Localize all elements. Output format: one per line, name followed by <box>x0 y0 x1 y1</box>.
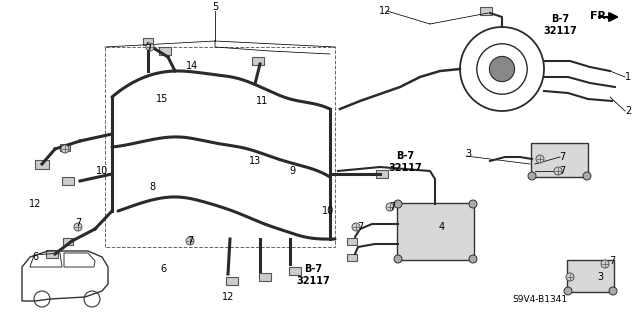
FancyBboxPatch shape <box>252 57 264 65</box>
FancyBboxPatch shape <box>289 267 301 275</box>
Text: 14: 14 <box>186 61 198 71</box>
Circle shape <box>554 167 562 175</box>
FancyBboxPatch shape <box>376 170 388 178</box>
Text: 9: 9 <box>289 166 295 176</box>
Text: 12: 12 <box>379 6 391 16</box>
FancyBboxPatch shape <box>480 7 492 15</box>
Circle shape <box>528 172 536 180</box>
Circle shape <box>61 145 69 153</box>
Text: B-7
32117: B-7 32117 <box>543 14 577 36</box>
Circle shape <box>352 223 360 231</box>
Text: 12: 12 <box>222 292 234 302</box>
FancyBboxPatch shape <box>531 143 588 177</box>
Circle shape <box>583 172 591 180</box>
Circle shape <box>186 237 194 245</box>
Text: 7: 7 <box>559 152 565 162</box>
Circle shape <box>394 200 402 208</box>
Text: S9V4-B1341: S9V4-B1341 <box>513 295 568 304</box>
Text: 10: 10 <box>96 166 108 176</box>
Circle shape <box>564 287 572 295</box>
Text: B-7
32117: B-7 32117 <box>296 264 330 286</box>
Text: 3: 3 <box>465 149 471 159</box>
Text: 15: 15 <box>156 94 168 104</box>
FancyBboxPatch shape <box>62 177 74 185</box>
Text: 5: 5 <box>212 2 218 12</box>
Circle shape <box>536 155 544 163</box>
Text: 12: 12 <box>29 199 41 209</box>
Text: 7: 7 <box>609 256 615 266</box>
Circle shape <box>394 255 402 263</box>
FancyBboxPatch shape <box>143 38 153 44</box>
Text: 10: 10 <box>322 206 334 216</box>
Text: 7: 7 <box>389 202 395 212</box>
Circle shape <box>469 255 477 263</box>
Text: 1: 1 <box>625 72 631 82</box>
Text: 7: 7 <box>145 44 151 54</box>
Text: 2: 2 <box>625 106 631 116</box>
Circle shape <box>469 200 477 208</box>
Circle shape <box>601 260 609 268</box>
Circle shape <box>566 273 574 281</box>
FancyBboxPatch shape <box>60 144 70 151</box>
FancyBboxPatch shape <box>63 238 73 244</box>
Text: 11: 11 <box>256 96 268 106</box>
FancyBboxPatch shape <box>397 203 474 260</box>
FancyBboxPatch shape <box>159 47 171 55</box>
Circle shape <box>609 287 617 295</box>
FancyBboxPatch shape <box>567 260 614 292</box>
FancyBboxPatch shape <box>226 277 238 285</box>
FancyBboxPatch shape <box>35 160 49 168</box>
FancyBboxPatch shape <box>259 273 271 281</box>
FancyBboxPatch shape <box>46 250 58 258</box>
Circle shape <box>386 203 394 211</box>
FancyBboxPatch shape <box>347 254 357 261</box>
Text: 8: 8 <box>149 182 155 192</box>
Text: 6: 6 <box>160 264 166 274</box>
Text: 4: 4 <box>439 222 445 232</box>
Text: 7: 7 <box>187 236 193 246</box>
Circle shape <box>74 223 82 231</box>
Text: 6: 6 <box>32 252 38 262</box>
Text: 13: 13 <box>249 156 261 166</box>
Circle shape <box>490 56 515 82</box>
Text: B-7
32117: B-7 32117 <box>388 151 422 173</box>
Text: 7: 7 <box>75 218 81 228</box>
Text: FR.: FR. <box>589 11 611 21</box>
FancyBboxPatch shape <box>347 238 357 244</box>
Text: 7: 7 <box>357 222 363 232</box>
Circle shape <box>146 43 154 51</box>
Text: 7: 7 <box>559 166 565 176</box>
Text: 3: 3 <box>597 272 603 282</box>
